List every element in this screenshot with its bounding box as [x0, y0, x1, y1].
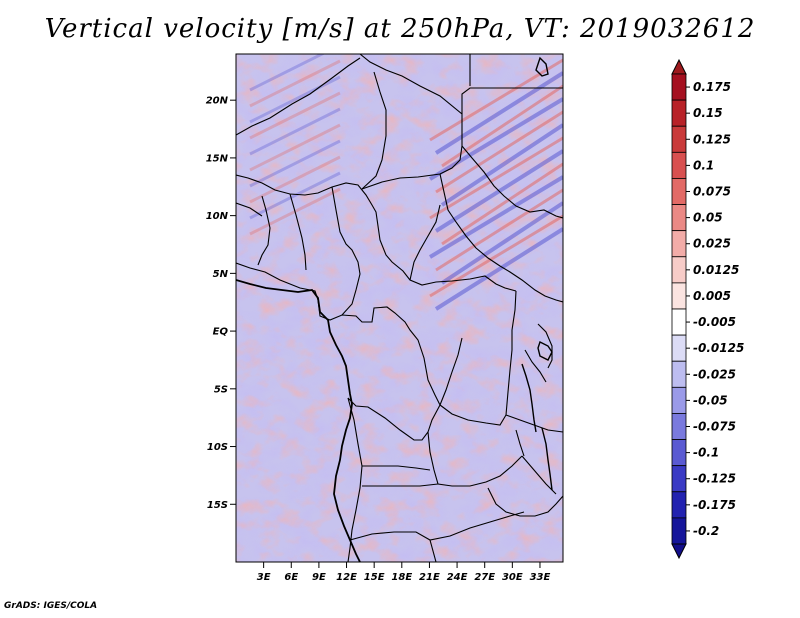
lat-tick-label: 5N — [213, 269, 229, 280]
wave-streak — [429, 136, 563, 220]
colorbar-cell — [671, 308, 687, 336]
colorbar-cell — [671, 230, 687, 258]
coastline — [236, 279, 361, 562]
colorbar-label: -0.2 — [693, 524, 719, 538]
map-field — [236, 54, 563, 562]
colorbar: 0.175 0.15 0.125 0.1 0.075 0.05 0.025 0.0125 0.0… — [671, 58, 744, 560]
colorbar-cell — [671, 282, 687, 310]
lat-tick-label: 20N — [206, 96, 229, 107]
colorbar-label: -0.0125 — [693, 341, 744, 355]
colorbar-cell — [671, 151, 687, 179]
colorbar-label: 0.075 — [693, 185, 731, 199]
longitude-axis: 3E 6E 9E 12E 15E 18E 21E 24E 27E 30E 33E — [257, 562, 551, 583]
colorbar-cell — [671, 256, 687, 284]
colorbar-label: -0.075 — [693, 420, 736, 434]
colorbar-cell — [671, 204, 687, 232]
lon-tick-label: 30E — [502, 572, 523, 583]
lon-tick-label: 15E — [364, 572, 385, 583]
lat-tick-label: EQ — [213, 327, 229, 338]
map-frame — [235, 53, 564, 563]
wave-streak — [249, 59, 341, 108]
lon-tick-label: 24E — [447, 572, 468, 583]
lakes — [521, 56, 553, 491]
colorbar-cell — [671, 517, 687, 545]
plot-title: Vertical velocity [m/s] at 250hPa, VT: 2… — [44, 14, 756, 44]
colorbar-top-arrow — [671, 58, 687, 75]
colorbar-label: 0.05 — [693, 211, 723, 225]
colorbar-label: -0.005 — [693, 315, 736, 329]
wave-streak — [249, 155, 341, 204]
colorbar-label: 0.0125 — [693, 263, 739, 277]
colorbar-label: -0.175 — [693, 498, 736, 512]
wave-streak — [440, 123, 563, 207]
wave-streak — [429, 214, 563, 298]
wave-streak — [249, 139, 341, 188]
wave-streak — [440, 201, 563, 285]
colorbar-cell — [671, 125, 687, 153]
colorbar-label: -0.025 — [693, 367, 736, 381]
lon-tick-label: 18E — [391, 572, 412, 583]
wave-streak — [249, 123, 341, 172]
colorbar-label: -0.1 — [693, 446, 719, 460]
lat-tick-label: 5S — [214, 384, 228, 395]
lat-tick-label: 15S — [207, 500, 228, 511]
colorbar-label: 0.15 — [693, 106, 723, 120]
colorbar-cell — [671, 491, 687, 519]
lon-tick-label: 3E — [257, 572, 271, 583]
colorbar-cell — [671, 334, 687, 362]
wave-streak — [434, 227, 563, 311]
wave-streak — [428, 175, 563, 259]
colorbar-cell — [671, 465, 687, 493]
colorbar-cell — [671, 386, 687, 414]
colorbar-label: -0.05 — [693, 393, 728, 407]
wave-streak — [249, 75, 341, 124]
colorbar-cell — [671, 73, 687, 101]
colorbar-bottom-arrow — [671, 543, 687, 560]
lon-tick-label: 12E — [336, 572, 357, 583]
wave-streak — [428, 97, 563, 181]
country-borders — [236, 54, 563, 562]
colorbar-cell — [671, 360, 687, 388]
wave-streak — [435, 188, 563, 272]
colorbar-cell — [671, 439, 687, 467]
colorbar-label: -0.125 — [693, 472, 736, 486]
colorbar-cell — [671, 99, 687, 127]
lat-tick-label: 10N — [206, 211, 229, 222]
wave-streaks — [249, 54, 563, 311]
wave-streak — [249, 54, 326, 92]
wave-streak — [435, 110, 563, 194]
lon-tick-label: 27E — [474, 572, 495, 583]
colorbar-label: 0.1 — [693, 158, 714, 172]
wave-streak — [434, 71, 563, 155]
lat-tick-label: 15N — [206, 153, 229, 164]
lon-tick-label: 6E — [284, 572, 298, 583]
wave-streak — [249, 107, 341, 156]
credit-label: GrADS: IGES/COLA — [4, 601, 98, 611]
lon-tick-label: 9E — [312, 572, 326, 583]
colorbar-label: 0.025 — [693, 237, 731, 251]
wave-streak — [249, 91, 341, 140]
wave-streak — [429, 58, 563, 142]
lon-tick-label: 21E — [419, 572, 440, 583]
wave-streak — [249, 171, 341, 220]
colorbar-cell — [671, 413, 687, 440]
latitude-axis: 20N 15N 10N 5N EQ 5S 10S 15S — [206, 96, 236, 511]
colorbar-label: 0.175 — [693, 80, 731, 94]
lat-tick-label: 10S — [207, 442, 228, 453]
wave-streak — [441, 84, 563, 168]
lon-tick-label: 33E — [530, 572, 551, 583]
colorbar-cell — [671, 178, 687, 205]
colorbar-label: 0.125 — [693, 132, 731, 146]
colorbar-label: 0.005 — [693, 289, 731, 303]
